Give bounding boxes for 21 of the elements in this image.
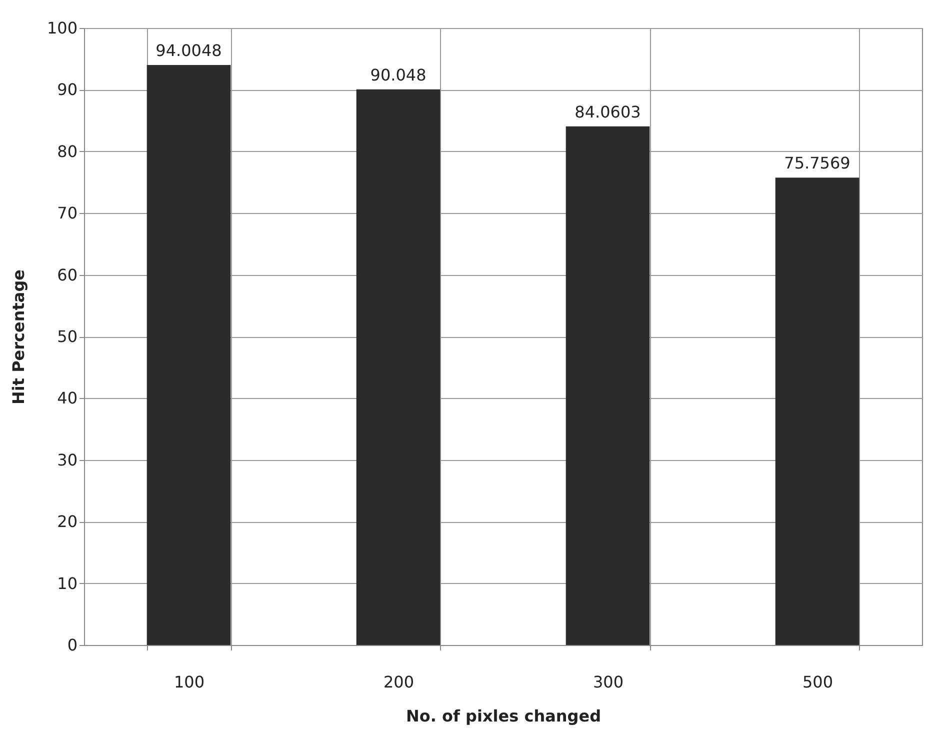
y-tick-label: 30 <box>57 450 78 470</box>
y-tick-label: 20 <box>57 512 78 532</box>
y-tick-label: 10 <box>57 574 78 593</box>
data-label: 90.048 <box>370 65 426 84</box>
y-tick-label: 0 <box>67 636 78 654</box>
data-label: 84.0603 <box>574 102 641 122</box>
y-tick-label: 60 <box>57 265 78 284</box>
y-tick-label: 100 <box>46 18 78 38</box>
data-label: 75.7569 <box>784 154 850 173</box>
y-axis-title: Hit Percentage <box>8 269 28 405</box>
x-tick-label: 300 <box>592 672 624 692</box>
data-label: 94.0048 <box>156 40 222 60</box>
y-tick-label: 50 <box>57 327 78 346</box>
y-tick-label: 70 <box>57 204 78 223</box>
y-tick-label: 90 <box>57 80 78 100</box>
y-tick-label: 80 <box>57 142 78 161</box>
x-axis-title: No. of pixles changed <box>406 706 602 726</box>
x-tick-label: 500 <box>802 672 834 692</box>
x-tick-label: 100 <box>174 672 205 692</box>
y-tick-label: 40 <box>57 388 78 408</box>
x-tick-label: 200 <box>383 672 414 692</box>
